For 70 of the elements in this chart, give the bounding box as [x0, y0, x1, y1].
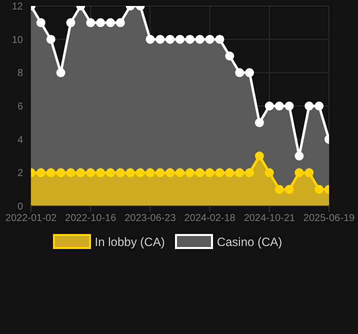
point: [225, 52, 234, 60]
point: [314, 184, 324, 194]
point: [86, 168, 96, 178]
point: [56, 68, 66, 78]
point: [215, 168, 224, 178]
x-tick-label: 2023-06-23: [124, 213, 176, 224]
point: [304, 168, 314, 178]
x-tick-label: 2025-06-19: [303, 213, 356, 224]
legend-label: In lobby (CA): [94, 234, 165, 248]
point: [96, 168, 106, 178]
point: [76, 168, 86, 178]
y-tick-label: 4: [17, 134, 24, 146]
point: [185, 34, 194, 44]
point: [146, 168, 155, 178]
point: [274, 102, 284, 110]
point: [116, 168, 125, 178]
y-tick-label: 2: [17, 168, 24, 180]
point: [314, 102, 324, 110]
point: [86, 18, 96, 28]
point: [36, 168, 46, 178]
point: [215, 34, 224, 44]
point: [235, 168, 244, 178]
point: [195, 34, 204, 44]
point: [294, 152, 304, 160]
x-tick-label: 2024-10-21: [244, 213, 296, 224]
point: [254, 118, 264, 128]
point: [304, 102, 314, 110]
point: [166, 168, 175, 178]
point: [245, 168, 254, 178]
point: [245, 68, 254, 78]
point: [205, 168, 214, 178]
point: [66, 168, 76, 178]
y-tick-label: 8: [17, 68, 24, 80]
point: [96, 18, 106, 28]
point: [264, 102, 274, 110]
point: [284, 184, 294, 194]
point: [264, 168, 274, 178]
point: [156, 34, 165, 44]
point: [274, 184, 284, 194]
x-tick-label: 2022-10-16: [65, 213, 117, 224]
legend-label: Casino (CA): [216, 234, 282, 248]
point: [106, 18, 115, 28]
point: [185, 168, 194, 178]
y-tick-label: 10: [12, 34, 24, 46]
point: [176, 168, 184, 178]
x-tick-label: 2022-01-02: [5, 213, 58, 224]
point: [156, 168, 165, 178]
x-tick-label: 2024-02-18: [184, 213, 236, 224]
point: [46, 168, 56, 178]
point: [205, 34, 214, 44]
point: [56, 168, 66, 178]
point: [166, 34, 175, 44]
point: [294, 168, 304, 178]
point: [146, 34, 155, 44]
point: [176, 34, 184, 44]
point: [66, 18, 76, 28]
point: [36, 18, 46, 28]
point: [284, 102, 294, 110]
point: [46, 34, 56, 44]
point: [106, 168, 115, 178]
point: [235, 68, 244, 78]
point: [126, 168, 135, 178]
point: [225, 168, 234, 178]
point: [254, 152, 264, 160]
point: [136, 168, 145, 178]
y-tick-label: 6: [17, 102, 24, 113]
y-tick-label: 0: [17, 202, 24, 213]
point: [195, 168, 204, 178]
y-tick-label: 12: [12, 2, 24, 13]
point: [116, 18, 125, 28]
